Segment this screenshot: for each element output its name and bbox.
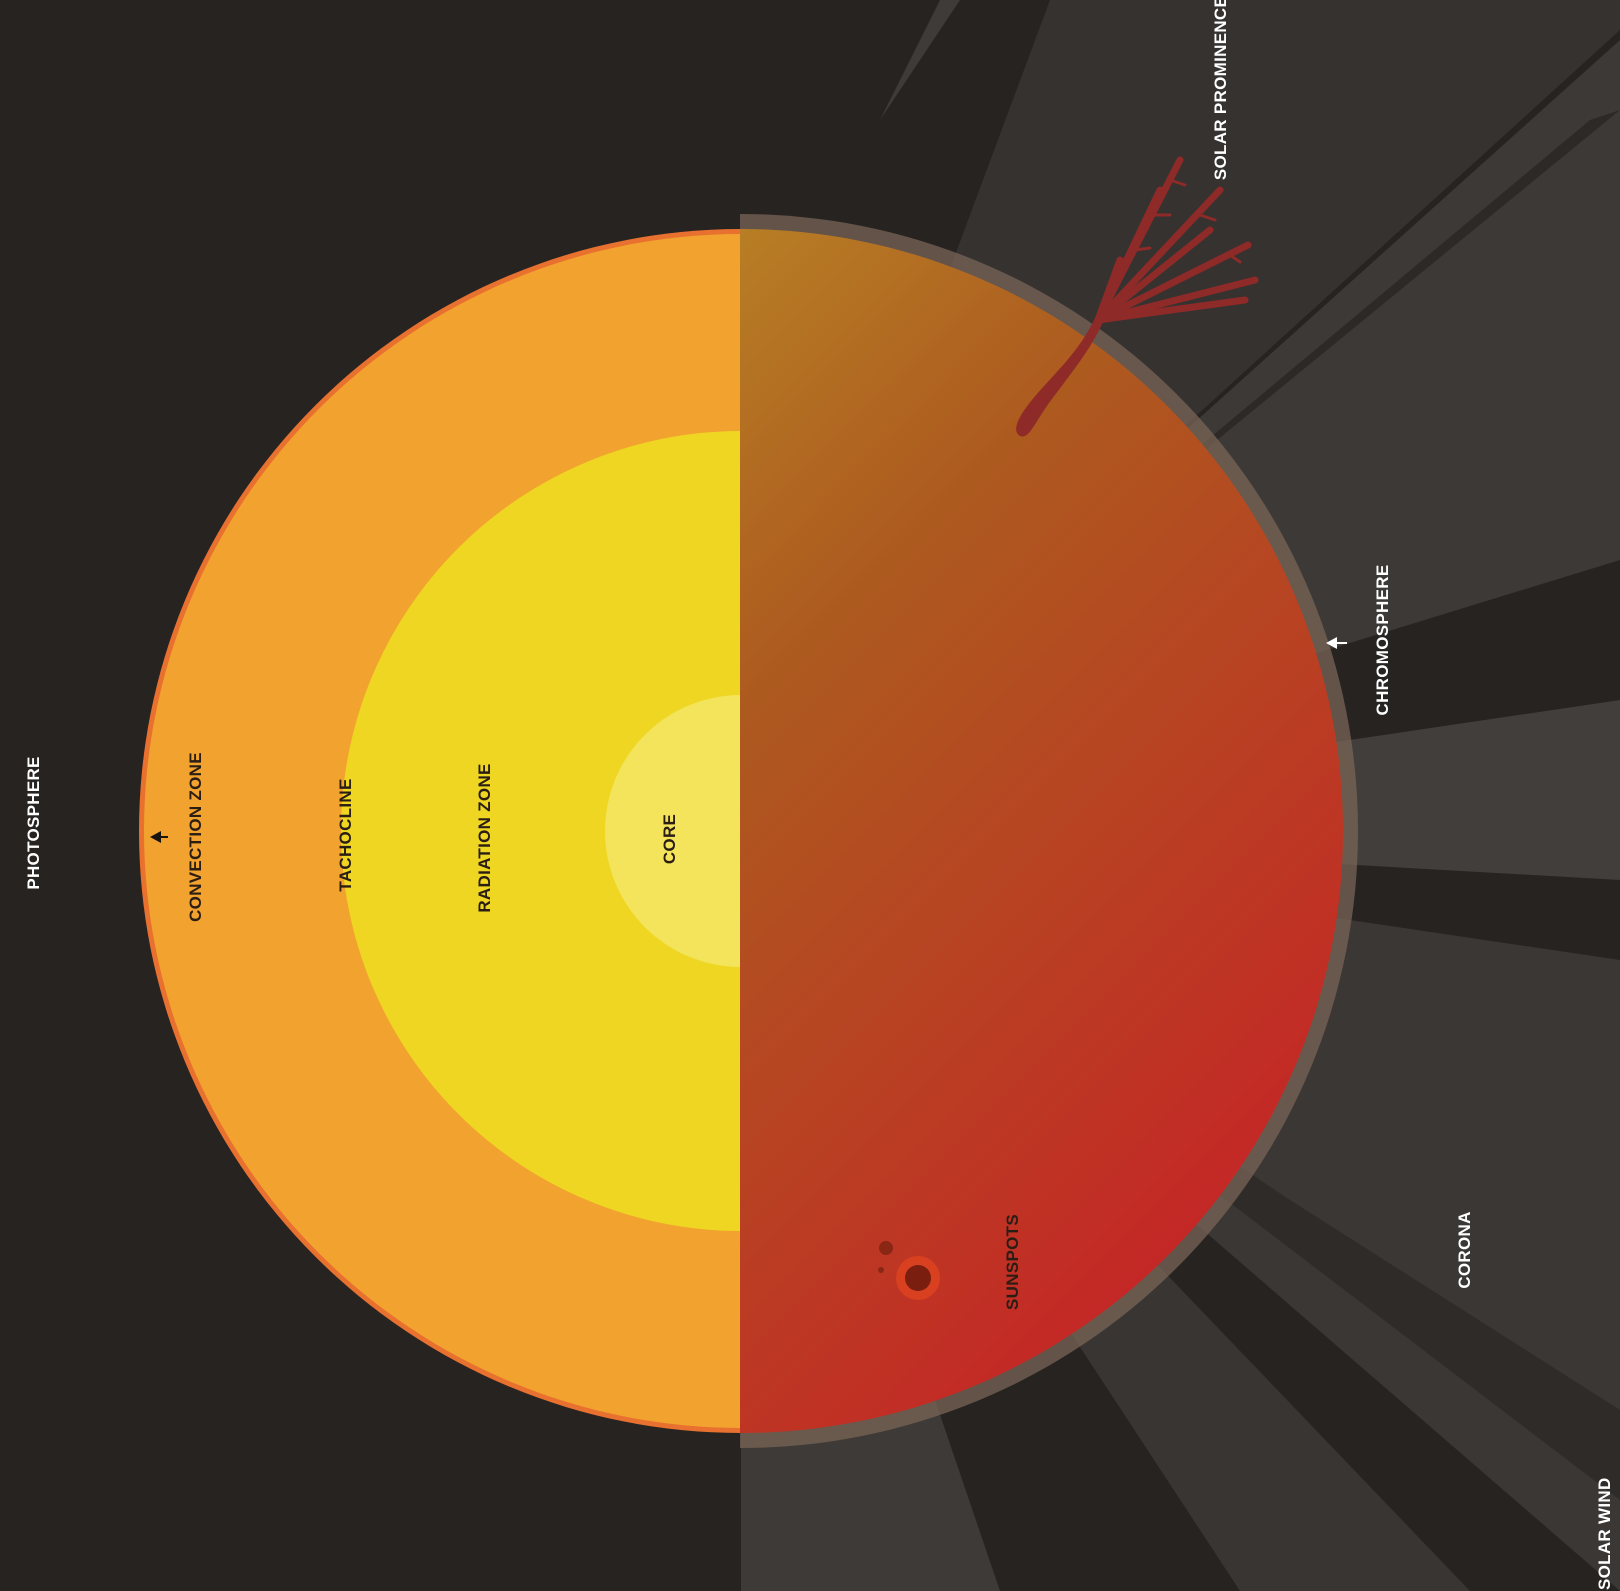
radiation-zone [341,431,741,1231]
core [605,695,741,967]
chromosphere-arrow [1326,637,1347,649]
sunspot-small [879,1241,893,1255]
label-solar-prominence: SOLAR PROMINENCE [1211,0,1230,180]
solar-surface [740,229,1343,1433]
sunspots-group [878,1241,940,1300]
sunspot-large-umbra [905,1265,931,1291]
label-core: CORE [660,814,679,864]
solar-prominence [1016,156,1259,437]
label-photosphere: PHOTOSPHERE [24,756,43,889]
label-corona: CORONA [1455,1211,1474,1288]
label-sunspots: SUNSPOTS [1003,1214,1022,1310]
convection-zone-arrow [150,831,168,843]
label-tachocline: TACHOCLINE [336,778,355,891]
sunspot-tiny [878,1267,884,1273]
label-radiation-zone: RADIATION ZONE [475,763,494,912]
label-solar-wind: SOLAR WIND [1595,1477,1614,1590]
label-convection-zone: CONVECTION ZONE [186,752,205,922]
label-chromosphere: CHROMOSPHERE [1373,565,1392,716]
